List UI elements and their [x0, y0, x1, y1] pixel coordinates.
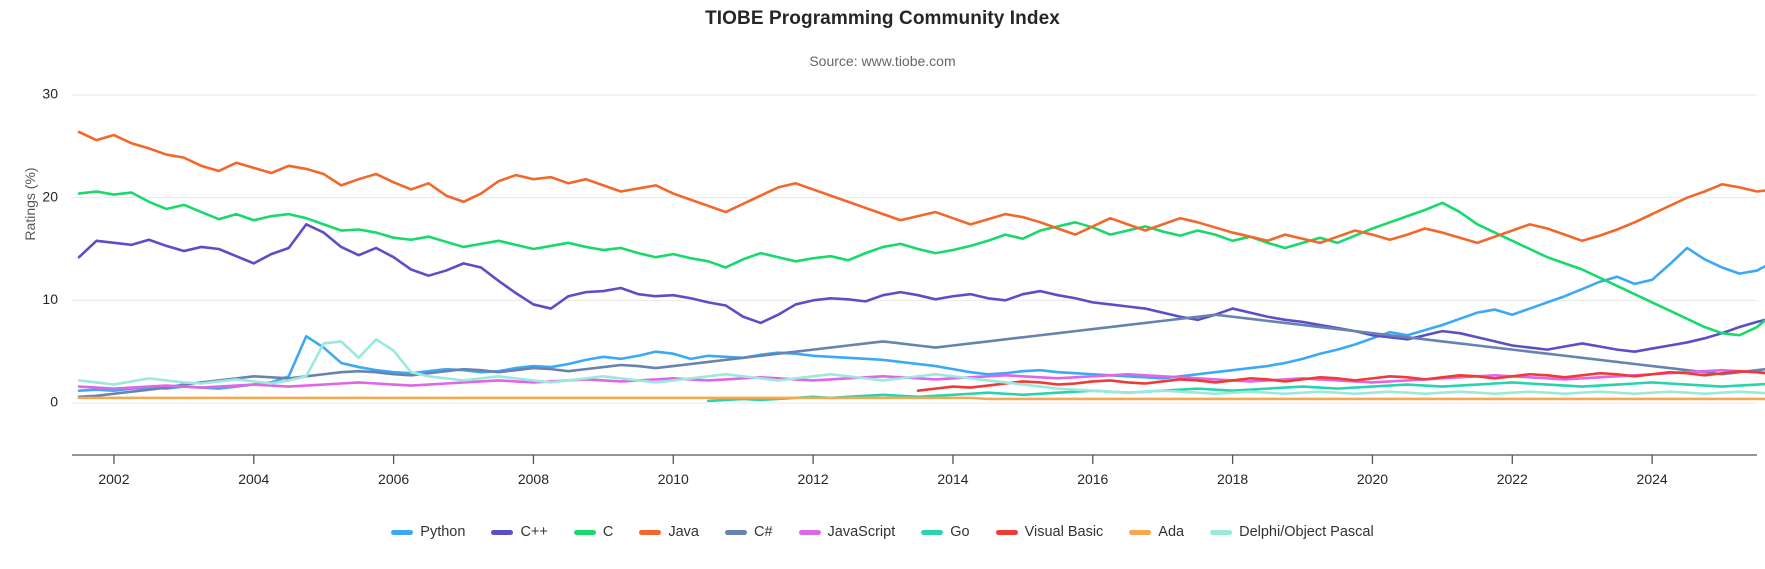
x-axis-tick-label: 2002	[98, 471, 129, 487]
legend-swatch-icon	[798, 529, 821, 535]
legend-item-label: Python	[420, 524, 466, 540]
legend-item-label: Delphi/Object Pascal	[1239, 524, 1374, 540]
series-line-c	[77, 190, 1765, 337]
legend-item-label: C#	[753, 524, 773, 540]
series-line-visual-basic	[916, 369, 1765, 392]
legend-swatch-icon	[1129, 529, 1152, 535]
page-title: TIOBE Programming Community Index	[705, 8, 1060, 29]
legend-item-label: Go	[950, 524, 970, 540]
x-axis-tick-label: 2008	[518, 471, 549, 487]
legend-swatch-icon	[724, 529, 747, 535]
legend-item-ada[interactable]: Ada	[1129, 524, 1184, 540]
x-axis-tick-label: 2022	[1497, 471, 1528, 487]
legend-swatch-icon	[573, 529, 596, 535]
series-line-ada	[77, 396, 1765, 401]
series-line-delphi-object-pascal	[77, 338, 1765, 396]
series-line-c	[77, 313, 1765, 399]
x-axis-tick-label: 2006	[378, 471, 409, 487]
legend-item-javascript[interactable]: JavaScript	[798, 524, 896, 540]
line-chart-svg: 0 10 20 30 2002 2004 2006 2008 2010 2012 2014 2016 2…	[42, 86, 1765, 487]
legend-item-c[interactable]: C	[573, 524, 614, 540]
legend-swatch-icon	[639, 529, 662, 535]
legend-item-c[interactable]: C++	[491, 524, 548, 540]
series-line-javascript	[77, 368, 1765, 390]
series-line-python	[77, 246, 1765, 392]
series-line-c	[77, 223, 1765, 353]
x-axis-tick-label: 2012	[798, 471, 829, 487]
legend-item-label: C++	[520, 524, 548, 540]
x-axis-tick-label: 2004	[238, 471, 269, 487]
legend-item-python[interactable]: Python	[391, 524, 465, 540]
legend-swatch-icon	[491, 529, 514, 535]
legend-swatch-icon	[391, 529, 414, 535]
chart-subtitle: Source: www.tiobe.com	[809, 53, 956, 69]
legend-swatch-icon	[995, 529, 1018, 535]
y-axis-tick-label: 0	[50, 394, 58, 410]
x-axis-tick-label: 2016	[1077, 471, 1108, 487]
legend-item-label: Java	[668, 524, 699, 540]
legend-swatch-icon	[1210, 529, 1233, 535]
y-axis-label: Ratings (%)	[22, 167, 38, 241]
x-axis-tick-label: 2014	[937, 471, 968, 487]
y-axis-tick-label: 30	[42, 86, 58, 102]
legend-item-delphi-object-pascal[interactable]: Delphi/Object Pascal	[1210, 524, 1374, 540]
legend-item-go[interactable]: Go	[921, 524, 970, 540]
legend-item-label: C	[602, 524, 614, 540]
x-axis-tick-label: 2018	[1217, 471, 1248, 487]
x-axis-tick-label: 2010	[658, 471, 689, 487]
x-axis-tick-label: 2024	[1637, 471, 1668, 487]
legend-item-label: Ada	[1158, 524, 1185, 540]
legend-item-visual-basic[interactable]: Visual Basic	[995, 524, 1104, 540]
plot-area: Ratings (%) 0 10 20 30 2002 2004 2006 2008 2010 2…	[22, 86, 1765, 487]
legend-item-java[interactable]: Java	[639, 524, 699, 540]
y-axis-tick-label: 20	[42, 188, 58, 204]
series-line-go	[706, 381, 1765, 403]
legend-item-c[interactable]: C#	[724, 524, 773, 540]
legend-item-label: JavaScript	[827, 524, 896, 540]
chart-legend: Python C++ C Java C# JavaScript Go Visual Basic…	[0, 524, 1765, 540]
x-axis-tick-label: 2020	[1357, 471, 1388, 487]
legend-item-label: Visual Basic	[1024, 524, 1104, 540]
series-line-java	[77, 130, 1765, 245]
y-axis-tick-label: 10	[42, 291, 58, 307]
legend-swatch-icon	[921, 529, 944, 535]
